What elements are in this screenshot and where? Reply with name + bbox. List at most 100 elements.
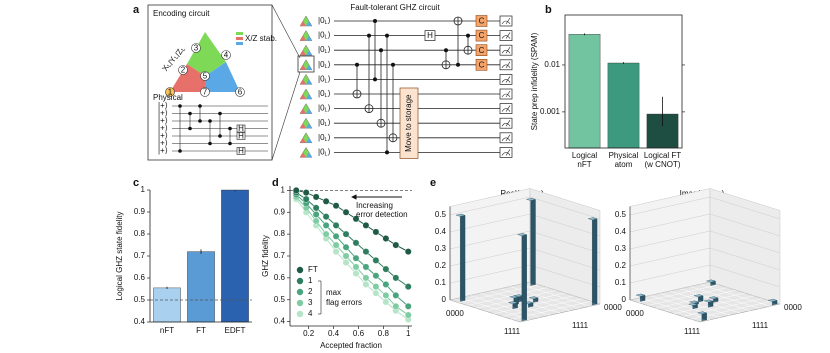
- h-box: [236, 132, 246, 140]
- point: [362, 274, 370, 282]
- code-icon-part: [300, 79, 306, 85]
- bar-top: [455, 213, 466, 217]
- legend-label: 3: [308, 298, 313, 307]
- physical-title: Physical: [153, 93, 183, 102]
- correction: C: [479, 46, 485, 55]
- point: [312, 217, 320, 225]
- plus-state: |+⟩: [158, 101, 168, 110]
- qubit-node: [200, 71, 210, 81]
- plus-state: |+⟩: [158, 146, 168, 155]
- qubit-number: 4: [224, 51, 229, 60]
- op: Z: [175, 47, 185, 56]
- axes-frame: [564, 14, 683, 149]
- control-dot: [373, 77, 377, 82]
- separator: /: [166, 59, 175, 66]
- bar-top: [687, 302, 699, 306]
- control-dot: [367, 33, 371, 38]
- qubit-label: |0L⟩: [318, 31, 331, 41]
- ket-sub: L: [325, 79, 328, 85]
- z-tick-label: 0.1: [615, 278, 627, 287]
- axis-label: 1111: [684, 327, 701, 336]
- bar: [705, 279, 716, 286]
- ket-close: ⟩: [328, 148, 331, 157]
- point: [372, 228, 380, 236]
- bar-top: [528, 296, 539, 300]
- point: [392, 291, 400, 299]
- qubit-node: [191, 43, 201, 53]
- legend-marker: [296, 310, 304, 318]
- ket-close: ⟩: [328, 104, 331, 113]
- plus-state: |+⟩: [158, 124, 168, 133]
- correction-box: [475, 58, 488, 71]
- plus-state: |+⟩: [158, 131, 168, 140]
- axis-label: 0000: [446, 309, 464, 318]
- point: [382, 281, 390, 288]
- zoom-line: [271, 4, 301, 59]
- code-icon-part: [300, 108, 306, 114]
- point: [302, 195, 310, 203]
- floor-grid: [502, 298, 583, 317]
- cz-dot: [198, 104, 202, 108]
- ket-sub: L: [325, 123, 328, 129]
- qubit-number: 3: [194, 44, 199, 53]
- bar-top: [708, 296, 719, 300]
- code-icon-part: [306, 137, 312, 143]
- back-wall: [629, 188, 711, 301]
- code-icon-part: [306, 35, 312, 41]
- point: [332, 248, 340, 256]
- ket: |0: [318, 118, 325, 127]
- control-dot: [444, 48, 448, 53]
- x-tick-label: (w CNOT): [645, 160, 681, 169]
- qubit-node: [178, 65, 188, 75]
- point: [362, 221, 370, 229]
- point: [292, 186, 300, 194]
- point: [382, 265, 390, 273]
- grid-line: [449, 196, 601, 220]
- code-icon-part: [306, 79, 312, 85]
- grid-line: [629, 247, 781, 271]
- y-tick-label: 0.4: [134, 317, 146, 326]
- bar-top: [705, 279, 716, 283]
- region-red: [170, 64, 205, 92]
- y-tick-label: 0.001: [540, 107, 561, 116]
- legend-marker: [296, 266, 304, 274]
- point: [362, 263, 370, 271]
- ket-close: ⟩: [328, 118, 331, 127]
- ket-sub: L: [325, 137, 328, 143]
- qubit-label: |0L⟩: [318, 148, 331, 158]
- y-axis-label: Logical GHZ state fidelity: [115, 212, 124, 301]
- h-gate: H: [238, 132, 244, 141]
- x-tick-label: Logical FT: [644, 151, 681, 160]
- cz-dot: [178, 104, 182, 108]
- z-tick-label: 0.5: [435, 210, 447, 219]
- cz-dot: [218, 134, 222, 138]
- point: [392, 274, 400, 282]
- point: [372, 256, 380, 264]
- x-tick-label: 0.2: [303, 329, 315, 338]
- code-icon-part: [300, 50, 306, 56]
- qubit-label: |0L⟩: [318, 118, 331, 128]
- meter: [501, 149, 511, 156]
- qubit-label: |0L⟩: [318, 16, 331, 26]
- annotation: Increasing: [356, 201, 393, 210]
- bar: [607, 62, 640, 149]
- code-icon-part: [306, 152, 312, 158]
- correction: C: [479, 31, 485, 40]
- plus-state: |+⟩: [158, 139, 168, 148]
- ket-sub: L: [325, 152, 328, 158]
- point: [362, 281, 370, 288]
- bar-top: [693, 294, 704, 298]
- point: [332, 232, 340, 240]
- legend-label: FT: [308, 265, 318, 274]
- ket-sub: L: [325, 93, 328, 99]
- bar-face: [522, 233, 527, 320]
- x-tick-label: EDFT: [225, 326, 246, 335]
- qubit-number: 2: [181, 66, 186, 75]
- bar-face: [531, 198, 536, 285]
- cz-dot: [188, 111, 192, 116]
- h-box: [236, 124, 246, 133]
- point: [332, 241, 340, 249]
- qubit-label: |0L⟩: [318, 133, 331, 143]
- x-tick-label: 0.8: [378, 329, 390, 338]
- point: [312, 211, 320, 218]
